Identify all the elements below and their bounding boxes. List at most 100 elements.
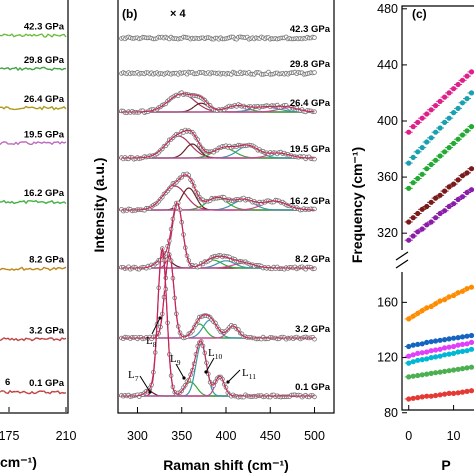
panel-c-data-point (424, 111, 430, 117)
panel-c-data-point (464, 333, 470, 339)
panel-b-data-point (312, 35, 317, 40)
panel-c-data-point (419, 308, 425, 314)
panel-c-data-point (468, 69, 474, 75)
panel-c-data-point (442, 119, 448, 125)
panel-b-fit-envelope (121, 93, 315, 113)
panel-c-data-point (433, 392, 439, 399)
panel-c-data-point (428, 219, 434, 225)
mode-label: L10 (208, 347, 222, 361)
panel-c-data-point (455, 81, 461, 88)
panel-b: 42.3 GPa 29.8 GPa 26.4 GPa 19.5 GPa 16.2 GPa… (91, 0, 335, 473)
panel-c-data-point (428, 135, 434, 141)
panel-b-label: (b) (122, 7, 137, 21)
mode-labels: L7 L8 L9 L10 L11 (128, 316, 256, 394)
panel-c-data-point (459, 288, 466, 294)
panel-c-data-point (459, 194, 466, 200)
panel-c-data-point (446, 184, 452, 190)
panel-b-data-point (312, 70, 317, 75)
panel-a-frame (0, 0, 69, 414)
panel-c-data-point (451, 201, 457, 207)
panel-a-data-points (0, 267, 67, 271)
panel-c-y-tick-label: 400 (377, 114, 398, 128)
panel-c-data-point (406, 237, 412, 243)
panel-c-data-point (455, 136, 461, 142)
panel-c-data-point (415, 149, 421, 155)
panel-c-data-point (442, 208, 448, 214)
panel-c-data-point (419, 171, 425, 177)
panel-c-data-point (406, 316, 412, 322)
panel-c-data-point (468, 124, 474, 130)
panel-c-lower-frame (401, 272, 474, 411)
panel-c-data-point (433, 129, 439, 135)
panel-b-scale-note: × 4 (170, 8, 186, 20)
panel-a-x-tick-label: 175 (0, 429, 19, 443)
panel-c-data-point (424, 371, 430, 377)
panel-c-data-point (459, 132, 466, 138)
panel-b-x-tick-label: 400 (216, 429, 237, 443)
mode-arrow (151, 317, 161, 335)
panel-a-data-points (0, 33, 67, 38)
panel-c-data-point (437, 210, 443, 217)
panel-c-data-point (442, 188, 448, 194)
panel-c-data-point (415, 350, 421, 356)
panel-c-data-point (459, 173, 466, 179)
panel-c-data-point (442, 297, 448, 303)
panel-c-data-point (419, 206, 425, 212)
panel-c-data-point (419, 115, 425, 121)
panel-c-data-point (468, 388, 474, 394)
panel-c-y-tick-label: 120 (377, 351, 398, 365)
panel-c-data-point (446, 368, 452, 374)
panel-c-data-point (459, 100, 466, 106)
panel-b-x-tick-label: 450 (260, 429, 281, 443)
mode-arrow-head (158, 316, 162, 320)
panel-c-data-point (442, 337, 448, 343)
panel-c-label: (c) (412, 7, 427, 21)
panel-b-x-tick-label: 300 (127, 429, 148, 443)
panel-c-data-point (406, 129, 412, 135)
panel-c-data-point (468, 339, 474, 345)
panel-a-pressure-label: 42.3 GPa (24, 22, 65, 33)
panel-c-data-point (419, 145, 425, 151)
panel-c-x-axis-label: P (441, 457, 450, 473)
panel-c-data-point (446, 336, 452, 342)
panel-c-data-point (464, 170, 470, 176)
panel-b-x-axis-label: Raman shift (cm⁻¹) (163, 457, 289, 473)
axis-break-mark (395, 251, 409, 261)
panel-c-data-point (419, 357, 425, 363)
panel-c: 320 360 400 440 480 80 120 160 0 10 (c) Frequency… (349, 2, 474, 473)
panel-c-data-point (433, 301, 439, 307)
panel-b-pressure-label: 29.8 GPa (290, 59, 331, 70)
mode-arrow-head (204, 370, 208, 374)
panel-c-data-point (451, 110, 457, 116)
panel-c-data-point (415, 395, 421, 401)
mode-arrow-head (182, 376, 186, 380)
panel-c-data-point (451, 390, 457, 396)
panel-c-data-point (455, 390, 461, 396)
panel-c-data-point (419, 372, 425, 378)
panel-c-data-point (455, 335, 461, 341)
panel-c-x-tick-label: 10 (447, 429, 461, 443)
panel-c-data-point (406, 219, 412, 225)
panel-c-data-point (455, 349, 461, 355)
mode-arrow (175, 363, 185, 379)
panel-c-data-point (442, 345, 448, 351)
panel-c-data-point (419, 226, 425, 232)
panel-c-data-point (406, 374, 412, 380)
panel-c-data-point (433, 370, 439, 376)
panel-c-data-point (468, 332, 474, 339)
panel-c-data-point (442, 368, 448, 374)
panel-b-pressure-label: 0.1 GPa (295, 382, 331, 393)
panel-c-data-point (437, 392, 443, 398)
panel-c-data-point (415, 175, 421, 182)
panel-c-data-point (433, 338, 439, 344)
panel-c-y-tick-label: 80 (384, 406, 398, 420)
panel-b-pressure-label: 26.4 GPa (290, 98, 331, 109)
panel-a-trace (0, 389, 67, 395)
panel-b-x-tick-label: 350 (171, 429, 192, 443)
panel-c-data-point (468, 364, 474, 370)
panel-c-data-point (464, 96, 470, 102)
panel-c-data-point (455, 366, 461, 372)
panel-c-data-point (410, 180, 416, 186)
panel-c-data-point (415, 372, 421, 379)
panel-c-data-point (410, 124, 416, 130)
